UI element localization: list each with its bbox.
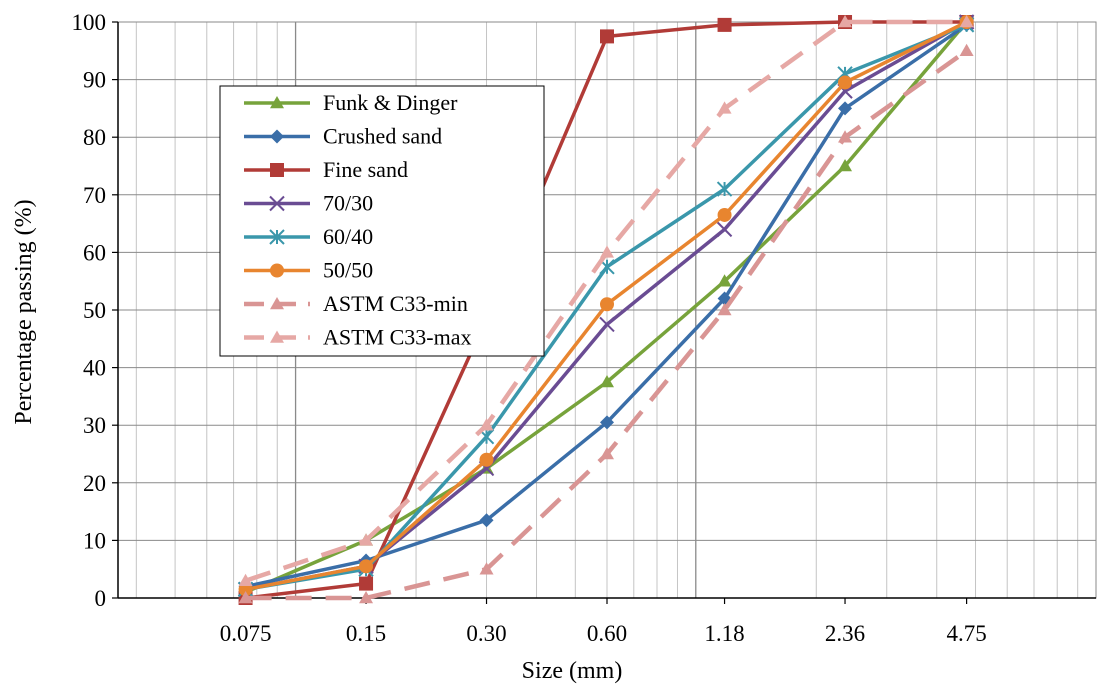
x-marker bbox=[599, 316, 615, 333]
legend-label: ASTM C33-max bbox=[323, 325, 472, 350]
square-marker bbox=[270, 163, 284, 177]
diamond-marker bbox=[600, 415, 614, 430]
circle-marker bbox=[600, 297, 614, 312]
legend-entry: ASTM C33-max bbox=[244, 325, 472, 350]
triangle-marker bbox=[838, 130, 853, 143]
series-astm-c33-max bbox=[238, 15, 974, 586]
triangle-marker bbox=[838, 159, 853, 172]
triangle-marker bbox=[270, 330, 284, 343]
legend-box bbox=[219, 85, 545, 357]
x-marker bbox=[716, 221, 733, 238]
square-marker bbox=[600, 29, 614, 44]
star-marker bbox=[269, 229, 285, 245]
series-lines bbox=[237, 14, 975, 605]
triangle-marker bbox=[717, 274, 732, 287]
square-marker bbox=[359, 576, 374, 591]
legend-label: 60/40 bbox=[323, 224, 373, 249]
triangle-marker bbox=[600, 447, 614, 460]
triangle-marker bbox=[479, 562, 494, 575]
y-tick-label: 100 bbox=[72, 10, 107, 35]
square-marker bbox=[717, 17, 732, 32]
y-tick-label: 50 bbox=[83, 298, 106, 323]
triangle-marker bbox=[270, 96, 284, 109]
diamond-marker bbox=[838, 101, 853, 116]
triangle-marker bbox=[359, 533, 374, 546]
diamond-marker bbox=[270, 129, 284, 144]
y-tick-label: 80 bbox=[83, 125, 106, 150]
legend-entry: 70/30 bbox=[244, 191, 373, 216]
triangle-marker bbox=[479, 418, 494, 431]
y-tick-label: 60 bbox=[83, 240, 106, 265]
series-astm-c33-min bbox=[238, 43, 974, 604]
x-tick-label: 0.30 bbox=[466, 621, 506, 646]
triangle-marker bbox=[600, 375, 614, 388]
triangle-marker bbox=[270, 297, 284, 310]
circle-marker bbox=[838, 75, 853, 90]
triangle-marker bbox=[238, 591, 253, 604]
x-tick-label: 1.18 bbox=[704, 621, 744, 646]
triangle-marker bbox=[717, 101, 732, 114]
triangle-marker bbox=[959, 15, 974, 28]
legend-entry: ASTM C33-min bbox=[244, 291, 468, 316]
legend-label: 50/50 bbox=[323, 258, 373, 283]
legend: Funk & Dinger Crushed sand Fine sand 70/30 6… bbox=[219, 85, 545, 357]
triangle-marker bbox=[359, 591, 374, 604]
triangle-marker bbox=[717, 303, 732, 316]
y-tick-label: 10 bbox=[83, 528, 106, 553]
legend-entry: Funk & Dinger bbox=[244, 90, 458, 115]
legend-label: Funk & Dinger bbox=[323, 90, 458, 115]
x-tick-label: 0.075 bbox=[220, 621, 272, 646]
y-tick-label: 40 bbox=[83, 356, 106, 381]
tick-labels: 0 10 20 30 40 50 60 70 80 90 100 0.075 0.15 0.30 0.60 1… bbox=[72, 10, 987, 646]
x-tick-label: 2.36 bbox=[825, 621, 865, 646]
triangle-marker bbox=[600, 245, 614, 258]
star-marker bbox=[716, 181, 733, 197]
circle-marker bbox=[270, 263, 284, 278]
diamond-marker bbox=[479, 513, 494, 528]
legend-entry: Fine sand bbox=[244, 157, 408, 182]
y-axis-title: Percentage passing (%) bbox=[11, 199, 37, 424]
triangle-marker bbox=[838, 15, 853, 28]
triangle-marker bbox=[959, 43, 974, 57]
x-axis-title: Size (mm) bbox=[522, 658, 623, 684]
legend-label: ASTM C33-min bbox=[323, 291, 468, 316]
y-tick-label: 70 bbox=[83, 183, 106, 208]
axes bbox=[112, 21, 1097, 604]
legend-entry: 60/40 bbox=[244, 224, 373, 249]
legend-entry: 50/50 bbox=[244, 258, 373, 283]
legend-entry: Crushed sand bbox=[244, 124, 442, 149]
legend-label: 70/30 bbox=[323, 191, 373, 216]
x-tick-label: 0.60 bbox=[587, 621, 627, 646]
circle-marker bbox=[479, 452, 494, 467]
legend-label: Fine sand bbox=[323, 157, 408, 182]
legend-label: Crushed sand bbox=[323, 124, 442, 149]
y-tick-label: 20 bbox=[83, 471, 106, 496]
y-tick-label: 0 bbox=[95, 586, 107, 611]
x-tick-label: 0.15 bbox=[346, 621, 386, 646]
circle-marker bbox=[717, 207, 732, 222]
x-marker bbox=[269, 195, 285, 212]
triangle-marker bbox=[238, 573, 253, 586]
x-tick-label: 4.75 bbox=[946, 621, 986, 646]
circle-marker bbox=[359, 559, 374, 574]
y-tick-label: 90 bbox=[83, 68, 106, 93]
y-tick-label: 30 bbox=[83, 413, 106, 438]
